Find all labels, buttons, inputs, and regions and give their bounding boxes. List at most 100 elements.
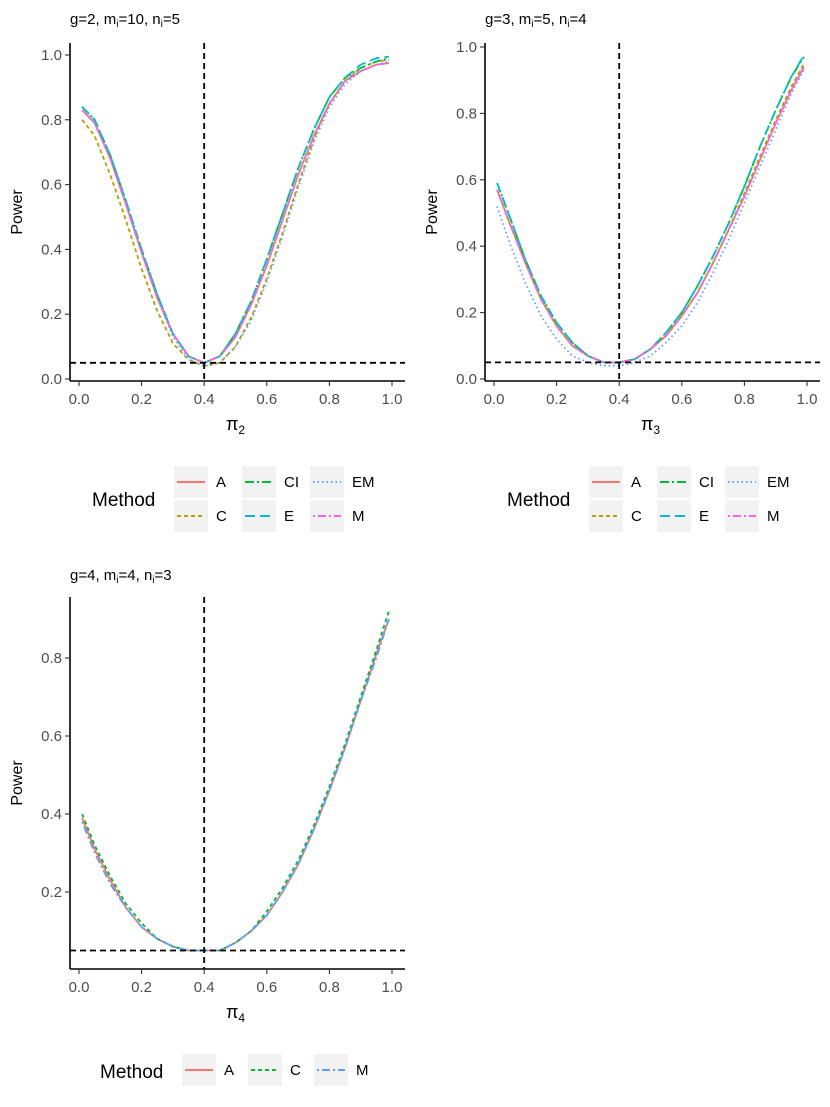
y-tick-label: 0.6 [456, 172, 477, 189]
y-tick-label: 0.8 [41, 650, 62, 667]
series-line-EM [496, 69, 805, 367]
chart-panel-1: g=2, mi=10, ni=50.0 0.2 0.4 0.6 0.8 1.00.00.2… [9, 11, 405, 437]
legend-label-M: M [352, 508, 365, 525]
legend-2: Method AC CI E EM M [507, 466, 790, 532]
legend-label-C: C [631, 508, 642, 525]
y-tick-label: 0.2 [456, 305, 477, 322]
title-text: =3 [155, 567, 172, 584]
y-tick-label: 1.0 [456, 39, 477, 56]
x-tick-label: 0.2 [131, 979, 152, 996]
legend-label-E: E [284, 508, 294, 525]
x-tick-label: 1.0 [797, 391, 818, 408]
legend-label-C: C [216, 508, 227, 525]
x-tick-label: 1.0 [382, 979, 403, 996]
y-tick-label: 0.2 [41, 306, 62, 323]
x-axis-label-subscript: 4 [238, 1011, 245, 1025]
x-tick-label: 0.6 [256, 979, 277, 996]
title-text: g=2, m [70, 11, 116, 28]
y-tick-label: 0.4 [456, 238, 477, 255]
y-tick-label: 0.4 [41, 241, 62, 258]
x-tick-label: 0.6 [256, 391, 277, 408]
series-line-C [81, 610, 390, 952]
legend-label-M: M [767, 508, 780, 525]
x-tick-label: 0.0 [69, 979, 90, 996]
plot-area [496, 54, 805, 367]
x-tick-label: 0.4 [194, 979, 215, 996]
x-axis-label-symbol: π [641, 414, 653, 434]
y-axis-label: Power [9, 760, 26, 806]
x-tick-label: 0.8 [319, 391, 340, 408]
x-tick-label: 0.2 [131, 391, 152, 408]
title-text: =5, n [534, 11, 568, 28]
panel-title: g=3, mi=5, ni=4 [485, 11, 587, 30]
x-axis-label: π2 [226, 414, 245, 437]
title-text: =10, n [119, 11, 161, 28]
legend-label-EM: EM [767, 474, 790, 491]
x-tick-label: 0.0 [484, 391, 505, 408]
title-text: =4 [570, 11, 587, 28]
x-axis-label: π3 [641, 414, 660, 437]
legend-title: Method [92, 490, 155, 511]
series-line-E [81, 55, 390, 364]
y-tick-label: 0.2 [41, 884, 62, 901]
panel-title: g=2, mi=10, ni=5 [70, 11, 180, 30]
y-tick-label: 1.0 [41, 47, 62, 64]
legend-3: Method A C M [100, 1054, 369, 1086]
x-tick-label: 0.8 [734, 391, 755, 408]
y-tick-label: 0.4 [41, 806, 62, 823]
plot-area [81, 610, 390, 952]
y-tick-label: 0.6 [41, 728, 62, 745]
title-subscript: i [567, 19, 569, 30]
series-line-A [81, 618, 390, 952]
legend-label-M: M [356, 1062, 369, 1079]
series-line-A [81, 62, 390, 364]
legend-1: Method AC CI E EM M [92, 466, 375, 532]
series-line-C [496, 63, 805, 364]
x-tick-label: 0.4 [609, 391, 630, 408]
legend-label-CI: CI [284, 474, 299, 491]
x-tick-label: 0.2 [546, 391, 567, 408]
series-line-A [496, 66, 805, 364]
legend-label-CI: CI [699, 474, 714, 491]
series-line-E [496, 54, 805, 364]
title-text: =4, n [119, 567, 153, 584]
chart-panel-3: g=4, mi=4, ni=30.0 0.2 0.4 0.6 0.8 1.00.20.40… [9, 567, 405, 1025]
legend-title: Method [507, 490, 570, 511]
legend-title: Method [100, 1062, 163, 1083]
y-axis-label: Power [424, 189, 441, 235]
x-axis-label-symbol: π [226, 1002, 238, 1022]
series-line-C [81, 59, 390, 367]
legend-label-A: A [631, 474, 641, 491]
x-tick-label: 0.8 [319, 979, 340, 996]
title-text: g=4, m [70, 567, 116, 584]
series-line-CI [496, 56, 805, 364]
x-axis-label-subscript: 3 [653, 423, 660, 437]
title-text: g=3, m [485, 11, 531, 28]
title-subscript: i [152, 575, 154, 586]
x-axis-label-symbol: π [226, 414, 238, 434]
series-line-M [496, 66, 805, 364]
y-tick-label: 0.0 [456, 371, 477, 388]
chart-panel-2: g=3, mi=5, ni=40.0 0.2 0.4 0.6 0.8 1.00.00.20… [424, 11, 820, 437]
title-subscript: i [116, 19, 118, 30]
legend-label-EM: EM [352, 474, 375, 491]
x-tick-label: 0.0 [69, 391, 90, 408]
series-line-M [81, 62, 390, 364]
series-line-M [81, 618, 390, 952]
legend-label-E: E [699, 508, 709, 525]
x-axis-label-subscript: 2 [238, 423, 245, 437]
x-tick-label: 1.0 [382, 391, 403, 408]
title-text: =5 [163, 11, 180, 28]
y-tick-label: 0.8 [41, 112, 62, 129]
x-tick-label: 0.4 [194, 391, 215, 408]
legend-label-C: C [290, 1062, 301, 1079]
title-subscript: i [531, 19, 533, 30]
y-tick-label: 0.6 [41, 177, 62, 194]
panel-title: g=4, mi=4, ni=3 [70, 567, 172, 586]
legend-label-A: A [224, 1062, 234, 1079]
x-axis-label: π4 [226, 1002, 245, 1025]
x-tick-label: 0.6 [671, 391, 692, 408]
y-tick-label: 0.0 [41, 371, 62, 388]
legend-label-A: A [216, 474, 226, 491]
